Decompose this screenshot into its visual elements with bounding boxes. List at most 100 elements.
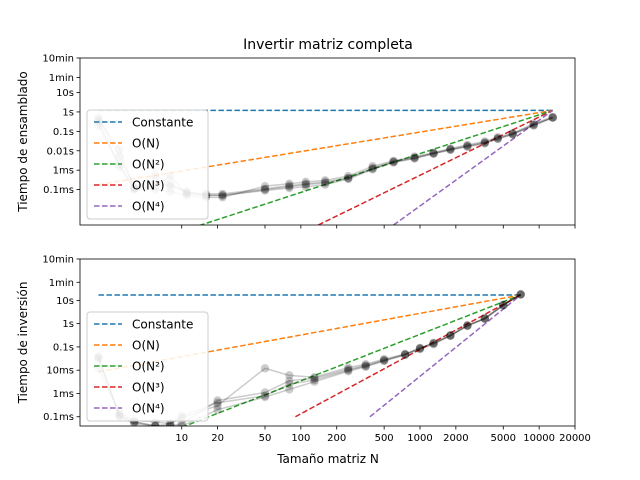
data-point <box>463 321 472 330</box>
y-tick-label: 0.1s <box>53 127 74 138</box>
data-point <box>301 182 310 191</box>
data-point <box>213 396 222 405</box>
data-point <box>446 331 455 340</box>
reference-line <box>369 294 522 418</box>
data-point <box>499 301 508 310</box>
y-tick-label: 1ms <box>53 389 74 400</box>
chart-title: Invertir matriz completa <box>243 37 413 53</box>
run-line <box>97 293 522 426</box>
axes-frame <box>79 258 576 427</box>
data-point <box>429 339 438 348</box>
data-point <box>410 154 419 163</box>
data-point <box>429 148 438 158</box>
y-tick-label: 10min <box>42 255 74 266</box>
data-point <box>508 129 517 139</box>
data-point <box>344 363 353 372</box>
data-point <box>529 120 538 129</box>
y-tick-label: 1ms <box>53 166 74 177</box>
data-point <box>429 338 438 348</box>
data-point <box>285 179 294 188</box>
x-tick-label: 5000 <box>491 433 516 444</box>
x-tick-label: 2000 <box>443 433 468 444</box>
data-point <box>218 191 227 200</box>
data-point <box>446 330 455 340</box>
legend-label: O(N²) <box>132 158 165 172</box>
data-point <box>446 144 455 153</box>
y-tick-label: 0.01s <box>47 146 74 157</box>
data-point <box>320 176 330 185</box>
data-point <box>415 344 425 353</box>
data-point <box>463 321 472 331</box>
data-point <box>400 350 410 359</box>
legend-label: Constante <box>132 318 193 332</box>
data-point <box>151 421 160 426</box>
data-point <box>213 398 222 407</box>
data-point <box>493 134 503 144</box>
reference-line <box>295 294 522 418</box>
x-tick-label: 100 <box>291 433 310 444</box>
x-tick-label: 1000 <box>407 433 432 444</box>
data-point <box>480 314 490 323</box>
x-tick-label: 10000 <box>523 433 555 444</box>
data-point <box>463 321 472 330</box>
data-point <box>516 290 525 299</box>
data-point <box>389 158 398 167</box>
x-tick-label: 50 <box>259 433 272 444</box>
data-point <box>310 375 319 385</box>
data-point <box>344 367 353 376</box>
assembly-time-panel: Tiempo de ensamblado 0.1ms 1ms 0.01s 0.1s 1s 1… <box>16 54 576 229</box>
data-point <box>361 361 370 371</box>
data-point <box>480 314 490 323</box>
data-point <box>344 171 353 181</box>
data-point <box>260 364 270 373</box>
data-point <box>361 361 370 370</box>
data-point <box>548 112 557 122</box>
data-point <box>548 113 557 122</box>
data-point <box>429 149 438 158</box>
data-point <box>260 392 270 402</box>
data-point <box>446 145 455 155</box>
data-point <box>260 391 270 400</box>
data-point <box>285 376 294 386</box>
data-point <box>165 421 175 426</box>
data-point <box>446 331 455 340</box>
y-axis-title: Tiempo de inversión <box>16 282 30 405</box>
run-line <box>97 293 522 426</box>
data-point <box>400 350 410 359</box>
legend-label: O(N³) <box>132 381 165 395</box>
data-point <box>493 133 503 143</box>
data-point <box>213 401 222 410</box>
data-point <box>429 338 438 348</box>
data-point <box>516 290 525 299</box>
data-point <box>285 183 294 193</box>
data-point <box>410 153 419 163</box>
data-point <box>400 350 410 360</box>
data-point <box>379 354 389 364</box>
data-point <box>389 156 398 166</box>
data-point <box>400 349 410 359</box>
data-point <box>548 113 557 122</box>
legend-label: O(N) <box>132 137 160 151</box>
legend-label: O(N⁴) <box>132 402 165 416</box>
data-point <box>499 300 508 309</box>
y-tick-label: 1s <box>62 107 74 118</box>
data-point <box>529 121 538 130</box>
data-point <box>260 388 270 397</box>
data-point <box>344 365 353 375</box>
data-point <box>218 189 227 199</box>
data-point <box>213 405 222 414</box>
data-point <box>529 120 538 130</box>
run-line <box>97 293 522 425</box>
data-point <box>344 174 353 184</box>
data-point <box>463 140 472 150</box>
x-axis-title: Tamaño matriz N <box>276 452 379 466</box>
data-point <box>389 157 398 166</box>
data-point <box>499 301 508 310</box>
legend-label: Constante <box>132 116 193 130</box>
data-point <box>410 153 419 162</box>
data-point <box>368 162 377 171</box>
legend-label: O(N²) <box>132 360 165 374</box>
x-tick-label: 500 <box>375 433 394 444</box>
data-point <box>415 344 425 353</box>
data-point <box>480 314 490 323</box>
